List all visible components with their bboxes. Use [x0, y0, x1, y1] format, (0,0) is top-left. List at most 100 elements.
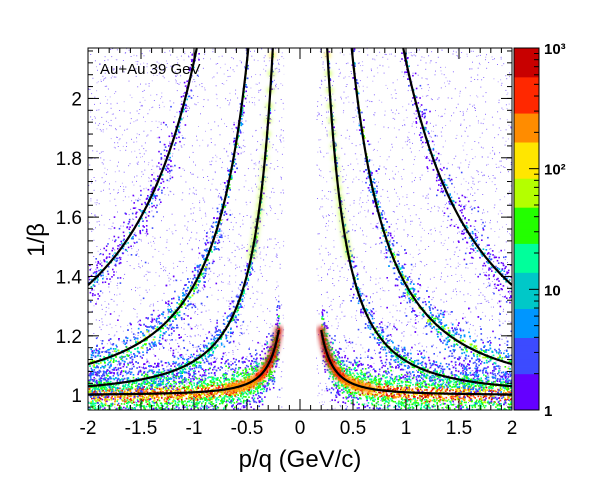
background-count: [148, 362, 150, 364]
background-count: [144, 66, 145, 68]
background-count: [179, 82, 181, 84]
band-count: [233, 378, 236, 381]
background-count: [377, 72, 379, 74]
background-count: [108, 303, 110, 305]
background-count: [141, 260, 142, 262]
background-count: [438, 207, 440, 209]
band-count: [114, 412, 116, 414]
background-count: [227, 237, 229, 239]
band-count: [273, 377, 276, 379]
background-count: [109, 323, 111, 325]
background-count: [169, 50, 171, 52]
background-count: [96, 202, 98, 204]
background-count: [327, 315, 328, 317]
background-count: [495, 163, 497, 165]
background-count: [208, 273, 210, 275]
background-count: [321, 401, 323, 403]
background-count: [497, 134, 499, 136]
background-count: [175, 230, 177, 232]
band-count: [211, 391, 213, 394]
background-count: [163, 292, 165, 294]
background-count: [270, 119, 272, 120]
background-count: [502, 387, 504, 389]
background-count: [102, 163, 104, 165]
background-count: [153, 240, 154, 242]
background-count: [372, 227, 374, 229]
background-count: [195, 189, 197, 191]
background-count: [433, 290, 435, 292]
background-count: [198, 248, 200, 250]
background-count: [229, 102, 231, 104]
background-count: [504, 144, 506, 146]
background-count: [339, 306, 341, 308]
background-count: [133, 245, 134, 247]
background-count: [435, 404, 437, 406]
background-count: [464, 280, 466, 282]
background-count: [415, 399, 416, 401]
background-count: [98, 283, 100, 285]
band-count: [102, 418, 104, 420]
background-count: [283, 192, 285, 194]
background-count: [468, 164, 470, 166]
background-count: [509, 76, 510, 78]
background-count: [222, 219, 224, 221]
background-count: [437, 210, 439, 212]
background-count: [509, 293, 511, 295]
band-count: [498, 338, 501, 340]
background-count: [471, 252, 473, 254]
background-count: [170, 65, 172, 67]
background-count: [90, 381, 92, 382]
background-count: [477, 55, 479, 57]
background-count: [488, 302, 490, 303]
background-count: [231, 290, 233, 292]
background-count: [242, 115, 244, 117]
background-count: [192, 81, 194, 83]
background-count: [229, 283, 231, 285]
background-count: [331, 206, 333, 208]
background-count: [92, 77, 94, 79]
band-count: [230, 402, 233, 404]
background-count: [457, 265, 459, 267]
background-count: [219, 195, 221, 197]
background-count: [146, 228, 148, 230]
background-count: [215, 85, 217, 87]
background-count: [174, 116, 176, 118]
background-count: [182, 192, 184, 194]
background-count: [485, 92, 487, 94]
background-count: [257, 175, 259, 177]
background-count: [283, 57, 285, 59]
background-count: [322, 206, 324, 208]
background-count: [384, 255, 386, 257]
background-count: [202, 328, 204, 330]
band-count: [457, 387, 460, 390]
background-count: [321, 198, 323, 200]
background-count: [136, 313, 138, 315]
background-count: [202, 67, 204, 69]
band-count: [228, 398, 231, 400]
background-count: [477, 122, 479, 124]
background-count: [510, 234, 512, 236]
background-count: [383, 253, 385, 254]
background-count: [360, 344, 362, 346]
background-count: [275, 85, 276, 87]
background-count: [316, 165, 318, 166]
background-count: [433, 240, 435, 242]
background-count: [443, 301, 445, 303]
background-count: [413, 54, 415, 56]
background-count: [396, 405, 398, 407]
background-count: [93, 189, 95, 191]
background-count: [440, 225, 442, 227]
background-count: [496, 188, 498, 190]
background-count: [168, 277, 170, 279]
background-count: [498, 251, 500, 253]
background-count: [445, 77, 447, 79]
band-count: [337, 359, 339, 362]
band-count: [449, 380, 452, 383]
background-count: [480, 146, 482, 148]
background-count: [243, 332, 245, 334]
background-count: [88, 88, 90, 90]
background-count: [221, 256, 223, 258]
background-count: [128, 214, 130, 216]
background-count: [332, 278, 334, 280]
background-count: [318, 372, 319, 374]
